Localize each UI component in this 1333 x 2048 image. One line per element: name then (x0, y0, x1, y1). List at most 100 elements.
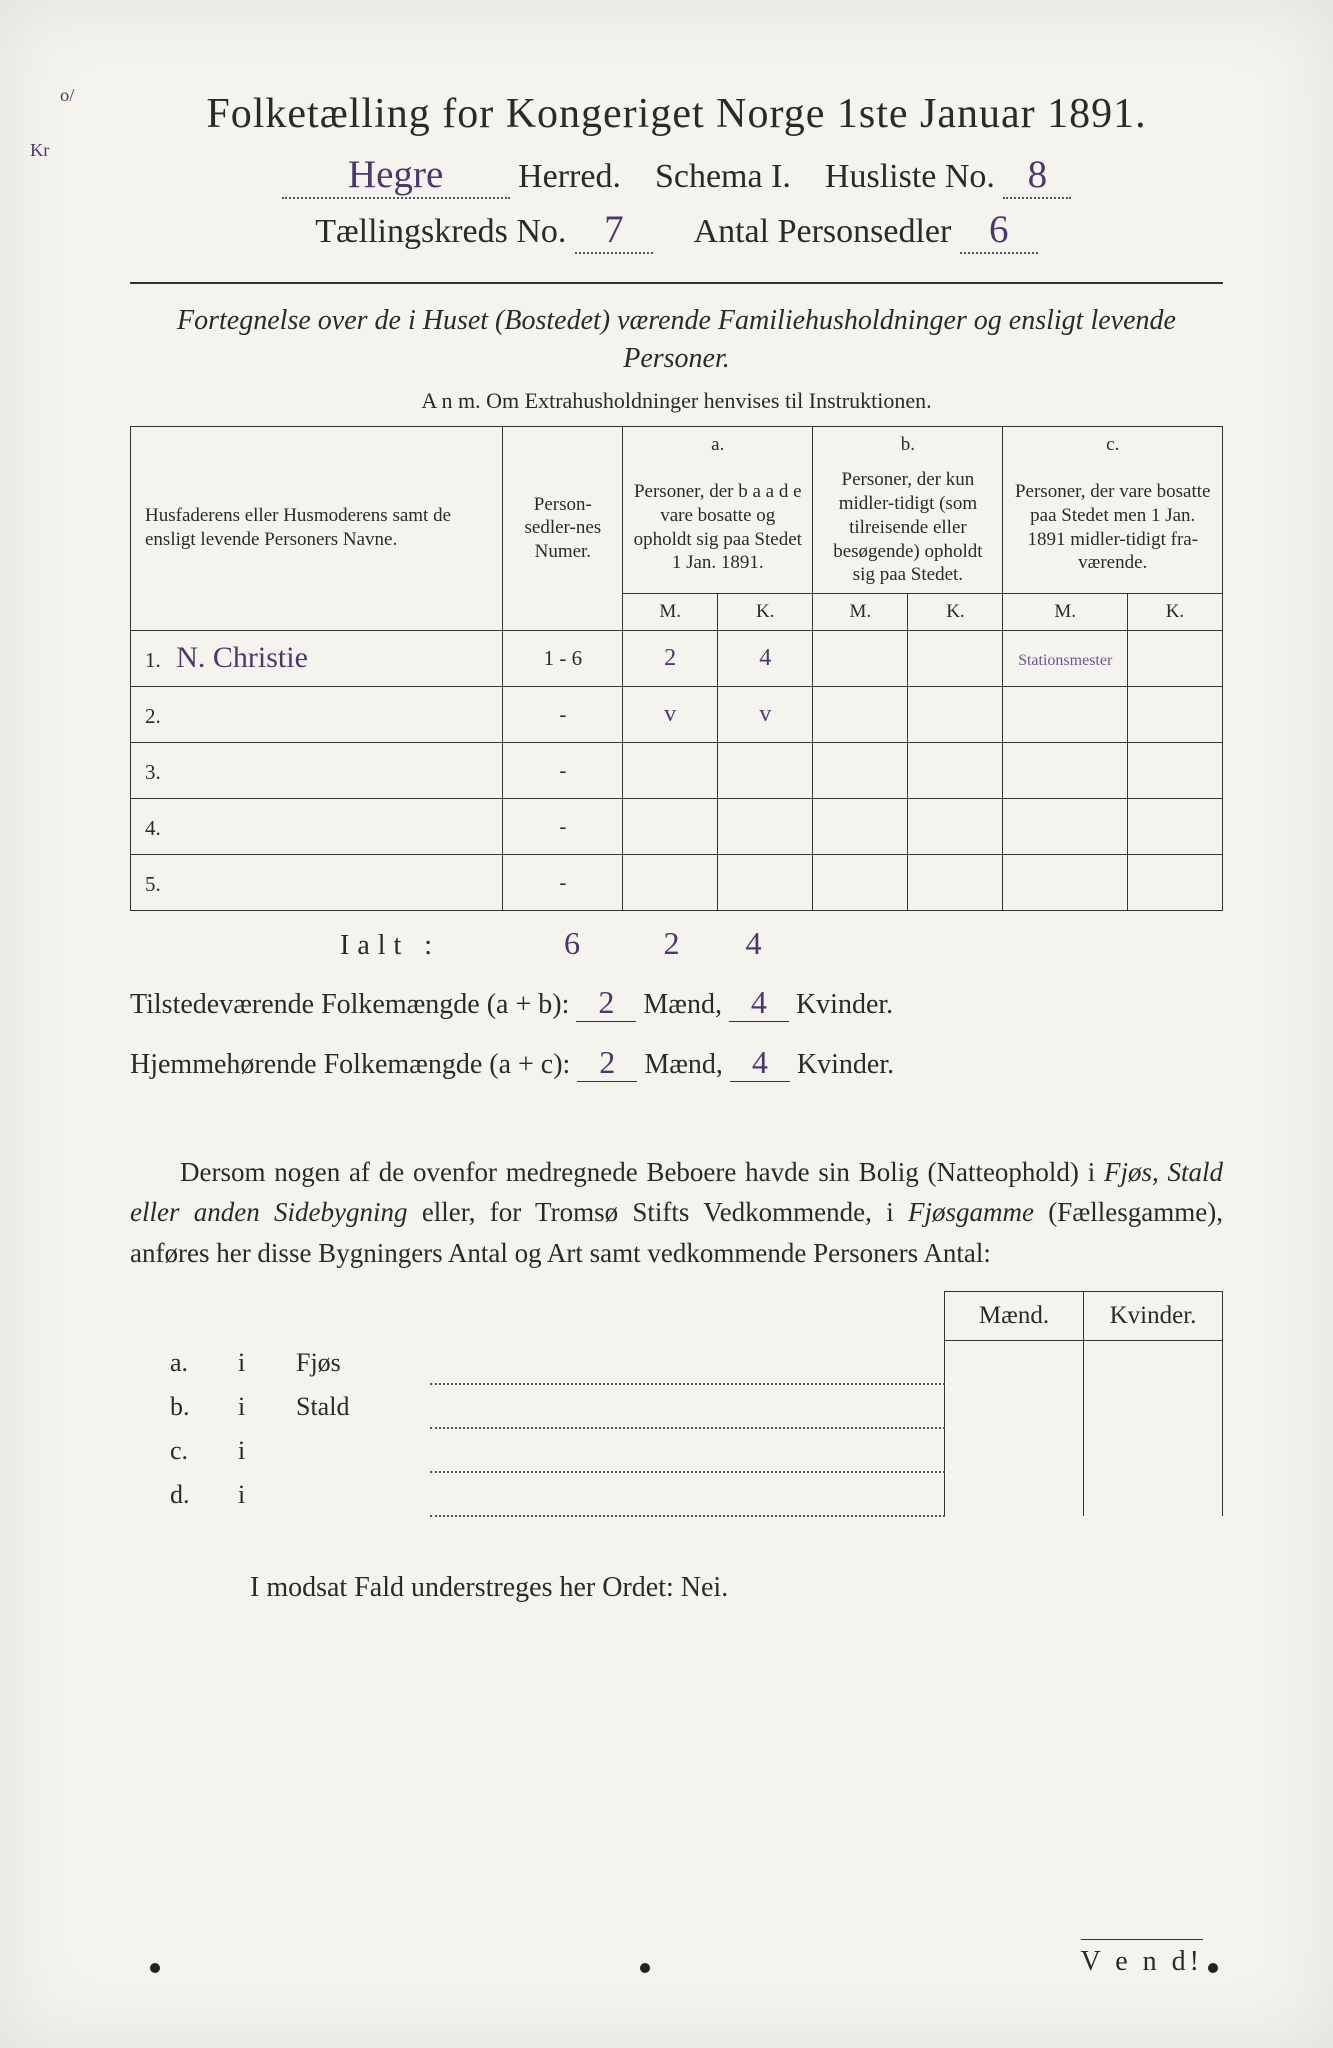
th-b: Personer, der kun midler-tidigt (som til… (813, 462, 1003, 593)
hjemme-m-label: Mænd, (644, 1049, 723, 1080)
ialt-numer: 6 (517, 925, 627, 962)
row2-i: i (234, 1472, 292, 1516)
row-ak (718, 742, 813, 798)
row-ck (1127, 798, 1222, 854)
herred-name: Hegre (282, 152, 510, 199)
hjemme-k-label: Kvinder. (797, 1049, 894, 1080)
row2-dots (430, 1384, 945, 1428)
row-am (623, 742, 718, 798)
row-name: 1. N. Christie (131, 630, 503, 686)
header-line-2: Hegre Herred. Schema I. Husliste No. 8 (130, 152, 1223, 199)
row-name: 4. (131, 798, 503, 854)
row-bm (813, 742, 908, 798)
row-numer: - (503, 742, 623, 798)
second-table-row: d.i (130, 1472, 1223, 1516)
tilstede-label: Tilstedeværende Folkemængde (a + b): (130, 989, 569, 1020)
row2-i: i (234, 1384, 292, 1428)
header-line-3: Tællingskreds No. 7 Antal Personsedler 6 (130, 207, 1223, 254)
row2-k (1084, 1341, 1223, 1384)
row2-m (945, 1384, 1084, 1428)
ialt-am: 2 (634, 925, 709, 962)
row-name: 3. (131, 742, 503, 798)
th2-maend: Mænd. (945, 1292, 1084, 1341)
row-ak: v (718, 686, 813, 742)
hjemme-line: Hjemmehørende Folkemængde (a + c): 2 Mæn… (130, 1044, 1223, 1082)
row-numer: - (503, 686, 623, 742)
row-ck (1127, 686, 1222, 742)
punch-dot (150, 1963, 160, 1973)
tilstede-line: Tilstedeværende Folkemængde (a + b): 2 M… (130, 984, 1223, 1022)
row2-m (945, 1472, 1084, 1516)
row-numer: 1 - 6 (503, 630, 623, 686)
table-row: 3. - (131, 742, 1223, 798)
row-ak: 4 (718, 630, 813, 686)
row-bk (908, 854, 1003, 910)
row-name: 2. (131, 686, 503, 742)
row-numer: - (503, 854, 623, 910)
row-am (623, 798, 718, 854)
second-table-row: b.iStald (130, 1384, 1223, 1428)
tilstede-m-label: Mænd, (643, 989, 722, 1020)
th2-kvinder: Kvinder. (1084, 1292, 1223, 1341)
tilstede-m: 2 (576, 984, 636, 1022)
th-ck: K. (1127, 594, 1222, 631)
row-cm (1003, 854, 1127, 910)
th-a: Personer, der b a a d e vare bosatte og … (623, 462, 813, 593)
row2-type: Fjøs (292, 1341, 430, 1384)
row-ak (718, 798, 813, 854)
antal-no: 6 (960, 207, 1038, 254)
row-bm (813, 686, 908, 742)
row2-m (945, 1341, 1084, 1384)
ialt-row: Ialt : 6 2 4 (130, 925, 1223, 962)
row-ak (718, 854, 813, 910)
main-table: Husfaderens eller Husmoderens samt de en… (130, 426, 1223, 911)
row-ck (1127, 630, 1222, 686)
row-bm (813, 630, 908, 686)
paragraph: Dersom nogen af de ovenfor medregnede Be… (130, 1152, 1223, 1274)
table-row: 5. - (131, 854, 1223, 910)
row2-type (292, 1428, 430, 1472)
row2-lab: a. (130, 1341, 234, 1384)
margin-annotation-2: Kr (30, 140, 49, 161)
row-cm (1003, 686, 1127, 742)
table-row: 1. N. Christie1 - 624Stationsmester (131, 630, 1223, 686)
second-table: Mænd. Kvinder. a.iFjøs b.iStald c.i d.i (130, 1291, 1223, 1517)
row2-lab: c. (130, 1428, 234, 1472)
row-bm (813, 798, 908, 854)
row-am: v (623, 686, 718, 742)
row2-type: Stald (292, 1384, 430, 1428)
row-bk (908, 798, 1003, 854)
second-table-row: a.iFjøs (130, 1341, 1223, 1384)
schema-label: Schema I. (655, 158, 791, 195)
th-ak: K. (718, 594, 813, 631)
row-numer: - (503, 798, 623, 854)
tilstede-k: 4 (729, 984, 789, 1022)
th-cm: M. (1003, 594, 1127, 631)
th-b-top: b. (813, 426, 1003, 462)
punch-dot (640, 1963, 650, 1973)
kreds-label: Tællingskreds No. (315, 213, 566, 250)
th-bm: M. (813, 594, 908, 631)
row2-dots (430, 1341, 945, 1384)
row2-type (292, 1472, 430, 1516)
form-title: Folketælling for Kongeriget Norge 1ste J… (130, 90, 1223, 138)
row2-m (945, 1428, 1084, 1472)
th-bk: K. (908, 594, 1003, 631)
row-ck (1127, 854, 1222, 910)
row-bk (908, 630, 1003, 686)
second-table-row: c.i (130, 1428, 1223, 1472)
husliste-label: Husliste No. (825, 158, 995, 195)
antal-label: Antal Personsedler (694, 213, 952, 250)
th-c: Personer, der vare bosatte paa Stedet me… (1003, 462, 1223, 593)
herred-label: Herred. (518, 158, 621, 195)
th-a-top: a. (623, 426, 813, 462)
th-names: Husfaderens eller Husmoderens samt de en… (131, 426, 503, 630)
tilstede-k-label: Kvinder. (796, 989, 893, 1020)
anm-note: A n m. Om Extrahusholdninger henvises ti… (130, 388, 1223, 414)
row2-lab: d. (130, 1472, 234, 1516)
row-bk (908, 742, 1003, 798)
hjemme-label: Hjemmehørende Folkemængde (a + c): (130, 1049, 570, 1080)
nei-line: I modsat Fald understreges her Ordet: Ne… (130, 1572, 1223, 1604)
census-form-page: o/ Kr Folketælling for Kongeriget Norge … (0, 0, 1333, 2048)
th-c-top: c. (1003, 426, 1223, 462)
